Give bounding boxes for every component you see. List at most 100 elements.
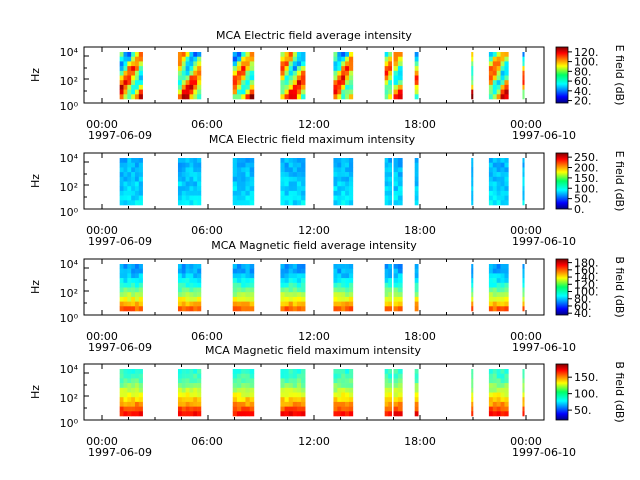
spectrogram-cell <box>177 181 183 187</box>
spectrogram-cell <box>504 190 509 196</box>
spectrogram-cell <box>397 75 403 81</box>
spectrogram-cell <box>333 401 338 407</box>
spectrogram-cell <box>288 56 294 62</box>
spectrogram-cell <box>414 158 419 163</box>
spectrogram-cell <box>397 195 403 201</box>
spectrogram-cell <box>337 200 342 206</box>
spectrogram-cell <box>236 176 242 182</box>
spectrogram-cell <box>397 268 403 274</box>
spectrogram-cell <box>488 94 494 100</box>
spectrogram-cell <box>414 195 419 201</box>
spectrogram-cell <box>292 392 298 398</box>
x-date-label: 1997-06-10 <box>512 129 576 142</box>
spectrogram-cell <box>284 378 289 384</box>
spectrogram-cell <box>471 306 474 312</box>
spectrogram-cell <box>522 200 525 206</box>
spectrogram-cell <box>288 158 294 163</box>
spectrogram-cell <box>189 306 194 312</box>
spectrogram-cell <box>181 287 186 293</box>
colorbar <box>555 46 569 104</box>
spectrogram-cell <box>393 273 399 279</box>
spectrogram-cell <box>345 158 350 163</box>
spectrogram-cell <box>123 52 128 57</box>
spectrogram-cell <box>236 268 242 274</box>
spectrogram-cell <box>232 186 238 192</box>
spectrogram-cell <box>119 52 124 57</box>
spectrogram-cell <box>296 80 302 86</box>
spectrogram-cell <box>123 172 128 178</box>
spectrogram-cell <box>288 172 294 178</box>
spectrogram-cell <box>138 401 143 407</box>
spectrogram-cell <box>197 190 202 196</box>
spectrogram-cell <box>496 162 501 168</box>
spectrogram <box>119 264 525 312</box>
spectrogram-cell <box>138 158 143 163</box>
spectrogram-cell <box>193 287 198 293</box>
spectrogram-cell <box>119 80 124 86</box>
spectrogram-cell <box>504 167 509 173</box>
spectrogram-cell <box>134 84 140 90</box>
spectrogram-cell <box>471 167 474 173</box>
spectrogram-cell <box>504 264 509 269</box>
colorbar-tick-label: 140. <box>574 271 599 284</box>
spectrogram-cell <box>471 80 474 86</box>
spectrogram-cell <box>181 406 186 412</box>
spectrogram-cell <box>500 158 505 163</box>
spectrogram-cell <box>500 200 505 206</box>
spectrogram-cell <box>189 387 194 393</box>
spectrogram-cell <box>348 278 354 284</box>
spectrogram-cell <box>284 401 289 407</box>
spectrogram-cell <box>245 282 250 288</box>
spectrogram-cell <box>249 66 255 72</box>
spectrogram-cell <box>471 52 474 57</box>
spectrogram-cell <box>471 278 474 284</box>
spectrogram-cell <box>131 378 136 384</box>
x-tick-label: 12:00 <box>298 435 330 448</box>
spectrogram-cell <box>131 373 136 379</box>
spectrogram-cell <box>341 392 346 398</box>
spectrogram-cell <box>284 190 289 196</box>
spectrogram-cell <box>131 167 136 173</box>
spectrogram-cell <box>127 181 132 187</box>
spectrogram-cell <box>333 383 338 389</box>
spectrogram-cell <box>337 52 342 57</box>
spectrogram-cell <box>388 167 393 173</box>
spectrogram-cell <box>388 158 393 163</box>
spectrogram-cell <box>393 406 399 412</box>
spectrogram-cell <box>488 378 494 384</box>
spectrogram-cell <box>522 84 525 90</box>
spectrogram-cell <box>138 369 143 374</box>
spectrogram-cell <box>284 84 289 90</box>
spectrogram-cell <box>397 378 403 384</box>
spectrogram-cell <box>134 287 140 293</box>
spectrogram-cell <box>296 162 302 168</box>
spectrogram-cell <box>249 306 255 312</box>
spectrogram-cell <box>119 190 124 196</box>
x-tick-label: 06:00 <box>191 330 223 343</box>
spectrogram-cell <box>384 56 389 62</box>
spectrogram-cell <box>241 373 246 379</box>
spectrogram-cell <box>488 172 494 178</box>
spectrogram-cell <box>393 167 399 173</box>
spectrogram-cell <box>384 378 389 384</box>
spectrogram-cell <box>296 52 302 57</box>
spectrogram-cell <box>288 70 294 76</box>
spectrogram-cell <box>296 411 302 417</box>
spectrogram-cell <box>388 378 393 384</box>
spectrogram-cell <box>288 378 294 384</box>
spectrogram-cell <box>193 80 198 86</box>
spectrogram-cell <box>232 70 238 76</box>
spectrogram-cell <box>138 411 143 417</box>
panel-title: MCA Electric field maximum intensity <box>209 133 416 146</box>
colorbar-tick-label: 160. <box>574 264 599 277</box>
spectrogram-cell <box>492 167 497 173</box>
spectrogram-cell <box>471 94 474 100</box>
spectrogram-cell <box>280 383 285 389</box>
spectrogram-cell <box>134 61 140 67</box>
spectrogram-cell <box>492 162 497 168</box>
spectrogram-cell <box>127 378 132 384</box>
spectrogram-cell <box>236 387 242 393</box>
spectrogram-cell <box>388 282 393 288</box>
spectrogram-cell <box>131 301 136 307</box>
spectrogram-cell <box>488 287 494 293</box>
